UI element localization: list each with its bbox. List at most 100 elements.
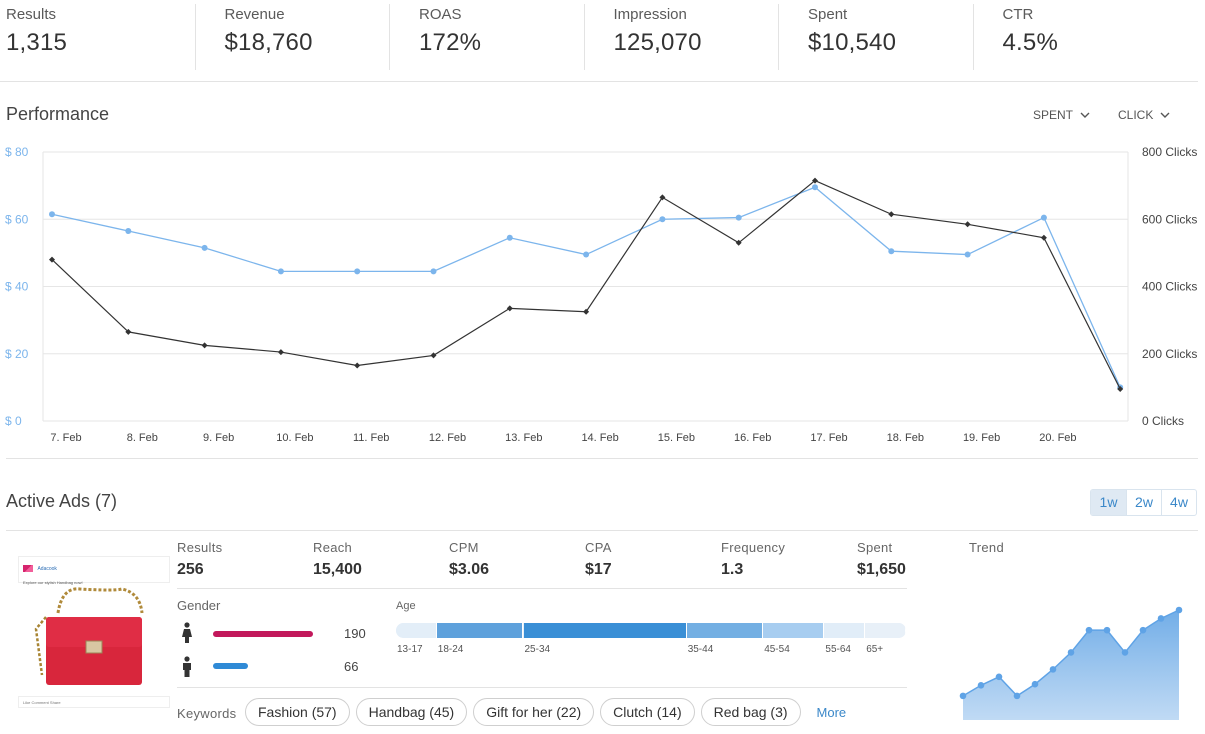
click-data-point bbox=[659, 194, 666, 201]
x-tick-label: 17. Feb bbox=[810, 432, 847, 444]
kpi-value: 125,070 bbox=[613, 29, 702, 56]
y-left-tick-label: $ 60 bbox=[5, 212, 29, 226]
x-tick-label: 16. Feb bbox=[734, 432, 771, 444]
trend-title: Trend bbox=[969, 540, 1004, 555]
spent-dropdown-label: SPENT bbox=[1033, 108, 1074, 122]
age-segment bbox=[824, 623, 866, 638]
spent-data-point bbox=[277, 268, 284, 275]
age-label: 55-64 bbox=[825, 644, 851, 655]
metric-value: $3.06 bbox=[449, 561, 490, 578]
y-right-tick-label: 600 Clicks bbox=[1142, 212, 1197, 226]
trend-point bbox=[1049, 666, 1057, 673]
more-keywords-link[interactable]: More bbox=[816, 704, 847, 720]
female-bar bbox=[213, 631, 313, 637]
ad-preview-header: Adacook Explore our stylish Handbag now! bbox=[18, 556, 170, 585]
metric-value: 15,400 bbox=[313, 561, 362, 578]
keyword-chip[interactable]: Fashion (57) bbox=[245, 698, 350, 726]
metric-label: CPM bbox=[449, 540, 479, 555]
keyword-chip[interactable]: Handbag (45) bbox=[355, 698, 468, 726]
kpi-value: $10,540 bbox=[808, 29, 897, 56]
ad-brand: Adacook bbox=[37, 565, 57, 572]
x-tick-label: 8. Feb bbox=[127, 432, 158, 444]
metric-label: Spent bbox=[857, 540, 893, 555]
ad-metrics: Results 256 Reach 15,400 CPM $3.06 CPA $… bbox=[177, 540, 993, 579]
metric-frequency: Frequency 1.3 bbox=[721, 540, 857, 579]
click-dropdown[interactable]: CLICK bbox=[1118, 108, 1171, 122]
ad-preview[interactable]: Adacook Explore our stylish Handbag now!… bbox=[18, 556, 170, 708]
click-data-point bbox=[1040, 234, 1047, 241]
y-left-tick-label: $ 0 bbox=[5, 414, 22, 428]
range-2w-button[interactable]: 2w bbox=[1126, 490, 1161, 515]
y-left-tick-label: $ 20 bbox=[5, 347, 29, 361]
metric-label: Results bbox=[177, 540, 223, 555]
divider bbox=[6, 458, 1198, 459]
keyword-chip[interactable]: Gift for her (22) bbox=[473, 698, 595, 726]
trend-point bbox=[1031, 680, 1039, 688]
male-bar bbox=[213, 663, 248, 669]
male-count: 66 bbox=[344, 659, 359, 674]
click-data-point bbox=[201, 342, 208, 349]
spent-data-point bbox=[430, 268, 437, 275]
keyword-chip[interactable]: Clutch (14) bbox=[600, 698, 695, 726]
x-tick-label: 20. Feb bbox=[1039, 432, 1076, 444]
click-data-point bbox=[125, 328, 132, 335]
spent-data-point bbox=[583, 251, 590, 258]
age-segment bbox=[763, 623, 825, 638]
performance-chart: $ 0 0 Clicks $ 20 200 Clicks $ 40 400 Clicks $… bbox=[5, 145, 1197, 444]
x-tick-label: 10. Feb bbox=[276, 432, 313, 444]
kpi-strip: Results 1,315 Revenue $18,760 ROAS 172% … bbox=[0, 0, 1198, 82]
chevron-down-icon bbox=[1160, 112, 1170, 118]
kpi-label: Revenue bbox=[224, 6, 285, 23]
click-data-point bbox=[430, 352, 437, 359]
kpi-label: CTR bbox=[1002, 6, 1034, 23]
metric-value: 1.3 bbox=[721, 561, 744, 578]
metric-label: CPA bbox=[585, 540, 612, 555]
click-data-point bbox=[354, 362, 361, 369]
red-handbag-image bbox=[34, 587, 144, 685]
metric-label: Reach bbox=[313, 540, 353, 555]
x-tick-label: 9. Feb bbox=[203, 432, 234, 444]
kpi-label: ROAS bbox=[419, 6, 462, 23]
trend-point bbox=[1121, 649, 1129, 656]
divider bbox=[177, 588, 907, 589]
trend-point bbox=[977, 681, 985, 689]
keyword-chip[interactable]: Red bag (3) bbox=[700, 698, 801, 726]
spent-data-point bbox=[659, 216, 666, 223]
age-segment bbox=[523, 623, 687, 638]
ad-caption: Explore our stylish Handbag now! bbox=[23, 580, 83, 585]
metric-cpm: CPM $3.06 bbox=[449, 540, 585, 579]
x-tick-label: 7. Feb bbox=[50, 432, 81, 444]
age-title: Age bbox=[396, 600, 416, 612]
click-data-point bbox=[583, 308, 590, 315]
click-dropdown-label: CLICK bbox=[1118, 108, 1154, 122]
keywords-title: Keywords bbox=[177, 706, 237, 721]
age-label: 25-34 bbox=[524, 644, 551, 655]
spent-data-point bbox=[201, 244, 208, 251]
kpi-roas: ROAS 172% bbox=[389, 0, 584, 81]
y-right-tick-label: 200 Clicks bbox=[1142, 347, 1197, 361]
trend-point bbox=[1013, 692, 1021, 700]
trend-point bbox=[1157, 615, 1165, 622]
kpi-value: $18,760 bbox=[224, 29, 313, 56]
female-icon bbox=[182, 622, 192, 643]
spent-data-point bbox=[964, 251, 971, 258]
range-1w-button[interactable]: 1w bbox=[1091, 490, 1126, 515]
spent-data-point bbox=[125, 228, 132, 235]
trend-point bbox=[1139, 626, 1147, 634]
female-count: 190 bbox=[344, 626, 366, 641]
metric-value: $1,650 bbox=[857, 561, 906, 578]
ad-preview-footer: Like Comment Share bbox=[18, 696, 170, 708]
click-data-point bbox=[812, 177, 818, 184]
click-data-point bbox=[277, 349, 284, 356]
age-distribution-bar bbox=[396, 623, 906, 638]
metric-spent: Spent $1,650 bbox=[857, 540, 993, 579]
kpi-label: Spent bbox=[808, 6, 848, 23]
chevron-down-icon bbox=[1080, 112, 1090, 118]
performance-title: Performance bbox=[6, 104, 110, 124]
age-segment bbox=[686, 623, 764, 638]
range-4w-button[interactable]: 4w bbox=[1161, 490, 1196, 515]
kpi-revenue: Revenue $18,760 bbox=[194, 0, 390, 81]
spent-dropdown[interactable]: SPENT bbox=[1033, 108, 1091, 122]
spent-data-point bbox=[1040, 214, 1047, 221]
spent-data-point bbox=[49, 211, 55, 218]
